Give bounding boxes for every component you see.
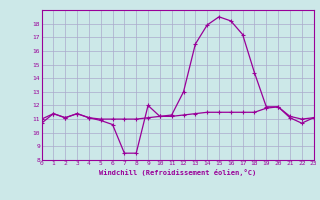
X-axis label: Windchill (Refroidissement éolien,°C): Windchill (Refroidissement éolien,°C) xyxy=(99,169,256,176)
